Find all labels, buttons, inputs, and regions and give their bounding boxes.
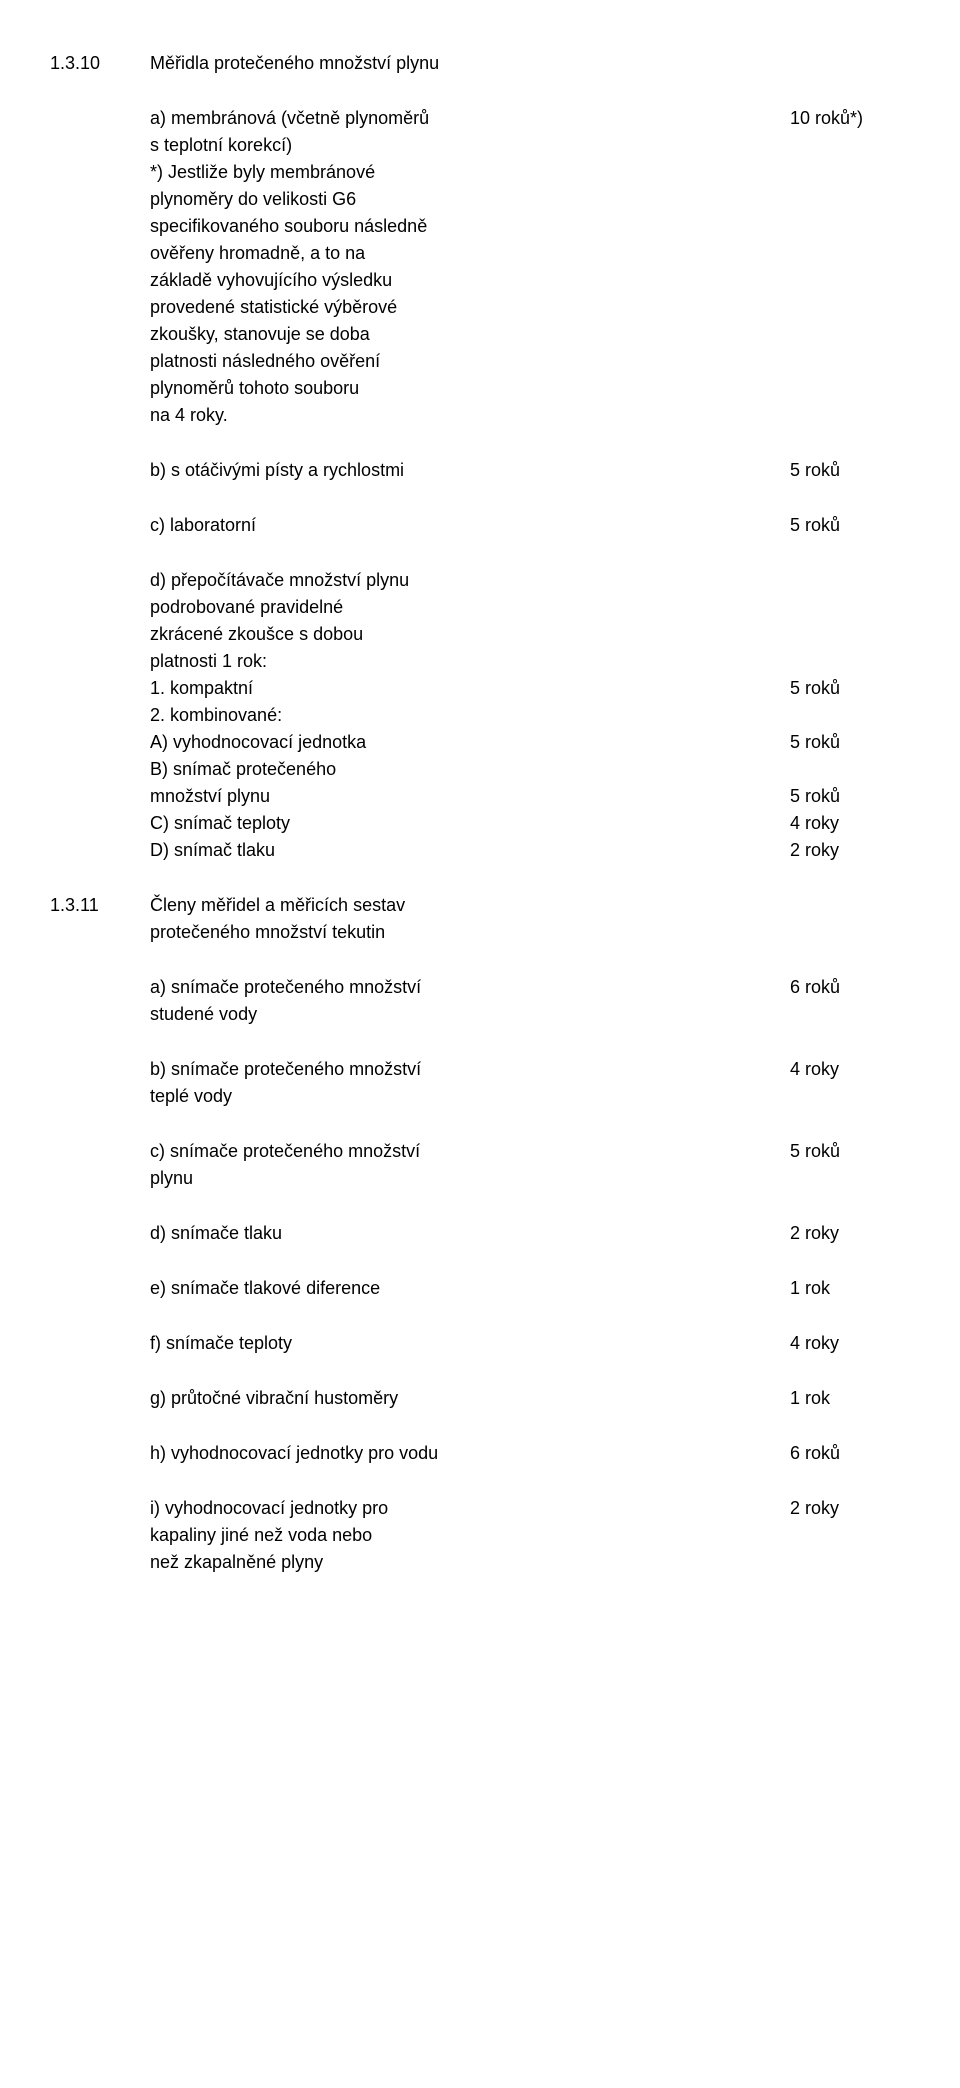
item-block: d) přepočítávače množství plynupodrobova… xyxy=(150,567,890,864)
item-value: 2 roky xyxy=(790,837,890,864)
item-value: 5 roků xyxy=(790,675,890,702)
item-text: A) vyhodnocovací jednotka xyxy=(150,729,790,756)
item: a) snímače protečeného množstvístudené v… xyxy=(150,974,890,1028)
section-header: 1.3.11Členy měřidel a měřicích sestavpro… xyxy=(50,892,890,946)
item-value xyxy=(790,756,890,783)
item: f) snímače teploty4 roky xyxy=(150,1330,890,1357)
item-value xyxy=(790,621,890,648)
item-text: a) snímače protečeného množstvístudené v… xyxy=(150,974,790,1028)
item-text: B) snímač protečeného xyxy=(150,756,790,783)
item-text: zkrácené zkoušce s dobou xyxy=(150,621,790,648)
item: b) snímače protečeného množstvíteplé vod… xyxy=(150,1056,890,1110)
item-row: zkrácené zkoušce s dobou xyxy=(150,621,890,648)
item-text: C) snímač teploty xyxy=(150,810,790,837)
item-value: 6 roků xyxy=(790,1440,890,1467)
item-value: 5 roků xyxy=(790,783,890,810)
item-value: 10 roků*) xyxy=(790,105,890,132)
item: g) průtočné vibrační hustoměry1 rok xyxy=(150,1385,890,1412)
item-value: 4 roky xyxy=(790,810,890,837)
item-value xyxy=(790,567,890,594)
item-text: e) snímače tlakové diference xyxy=(150,1275,790,1302)
item-row: d) přepočítávače množství plynu xyxy=(150,567,890,594)
item: c) snímače protečeného množstvíplynu5 ro… xyxy=(150,1138,890,1192)
item-text: 1. kompaktní xyxy=(150,675,790,702)
item-value: 4 roky xyxy=(790,1330,890,1357)
item-value xyxy=(790,702,890,729)
item-row: 1. kompaktní5 roků xyxy=(150,675,890,702)
item-row: množství plynu5 roků xyxy=(150,783,890,810)
item-value: 5 roků xyxy=(790,1138,890,1165)
item-text: množství plynu xyxy=(150,783,790,810)
item-text: podrobované pravidelné xyxy=(150,594,790,621)
item: a) membránová (včetně plynoměrůs teplotn… xyxy=(150,105,890,429)
item-row: C) snímač teploty4 roky xyxy=(150,810,890,837)
section-title: Členy měřidel a měřicích sestavprotečené… xyxy=(150,892,890,946)
item: e) snímače tlakové diference1 rok xyxy=(150,1275,890,1302)
item-text: platnosti 1 rok: xyxy=(150,648,790,675)
item-text: i) vyhodnocovací jednotky prokapaliny ji… xyxy=(150,1495,790,1576)
item-text: a) membránová (včetně plynoměrůs teplotn… xyxy=(150,105,790,429)
item-text: b) snímače protečeného množstvíteplé vod… xyxy=(150,1056,790,1110)
item-row: 2. kombinované: xyxy=(150,702,890,729)
item-value: 5 roků xyxy=(790,512,890,539)
item-text: c) snímače protečeného množstvíplynu xyxy=(150,1138,790,1192)
item-text: d) snímače tlaku xyxy=(150,1220,790,1247)
item: c) laboratorní5 roků xyxy=(150,512,890,539)
item-text: c) laboratorní xyxy=(150,512,790,539)
item-value: 2 roky xyxy=(790,1495,890,1522)
item: d) snímače tlaku2 roky xyxy=(150,1220,890,1247)
item-text: b) s otáčivými písty a rychlostmi xyxy=(150,457,790,484)
item-text: D) snímač tlaku xyxy=(150,837,790,864)
section-title: Měřidla protečeného množství plynu xyxy=(150,50,890,77)
item-text: h) vyhodnocovací jednotky pro vodu xyxy=(150,1440,790,1467)
item-text: d) přepočítávače množství plynu xyxy=(150,567,790,594)
item-row: podrobované pravidelné xyxy=(150,594,890,621)
item-row: B) snímač protečeného xyxy=(150,756,890,783)
section-header: 1.3.10Měřidla protečeného množství plynu xyxy=(50,50,890,77)
item-value: 1 rok xyxy=(790,1385,890,1412)
section-number: 1.3.11 xyxy=(50,892,150,946)
item-value: 2 roky xyxy=(790,1220,890,1247)
item-value: 5 roků xyxy=(790,457,890,484)
item-text: g) průtočné vibrační hustoměry xyxy=(150,1385,790,1412)
item-row: A) vyhodnocovací jednotka5 roků xyxy=(150,729,890,756)
item-row: D) snímač tlaku2 roky xyxy=(150,837,890,864)
item-value: 1 rok xyxy=(790,1275,890,1302)
item-value xyxy=(790,594,890,621)
item: h) vyhodnocovací jednotky pro vodu6 roků xyxy=(150,1440,890,1467)
item-row: platnosti 1 rok: xyxy=(150,648,890,675)
section-number: 1.3.10 xyxy=(50,50,150,77)
item: b) s otáčivými písty a rychlostmi5 roků xyxy=(150,457,890,484)
item-value: 4 roky xyxy=(790,1056,890,1083)
item-text: f) snímače teploty xyxy=(150,1330,790,1357)
item-value: 5 roků xyxy=(790,729,890,756)
item-value xyxy=(790,648,890,675)
item: i) vyhodnocovací jednotky prokapaliny ji… xyxy=(150,1495,890,1576)
item-value: 6 roků xyxy=(790,974,890,1001)
item-text: 2. kombinované: xyxy=(150,702,790,729)
